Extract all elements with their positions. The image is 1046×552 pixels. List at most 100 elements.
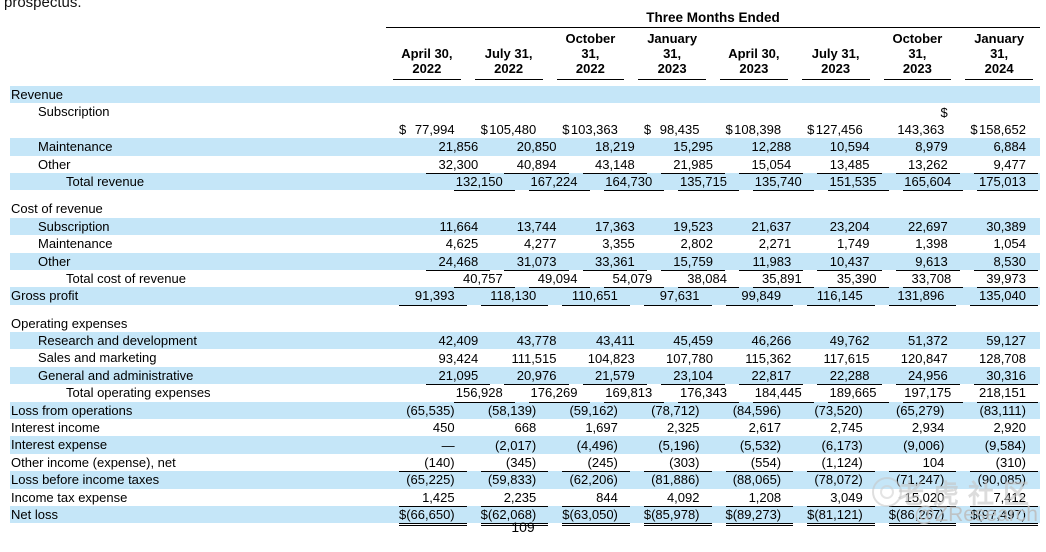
dollar-sign: $ [398, 507, 407, 523]
value-cell: 2,920 [958, 419, 1040, 436]
cell-value: (65,279) [895, 402, 945, 418]
cell-value: (89,273) [732, 507, 782, 523]
value-wrap: (5,196) [644, 436, 712, 453]
value-cell: 54,079 [592, 270, 667, 289]
value-wrap: 165,604 [902, 173, 964, 192]
value-wrap: 175,013 [977, 173, 1038, 192]
value-cell [727, 103, 805, 120]
value-wrap: (554) [725, 454, 794, 473]
table-row: Sales and marketing 93,424 111,515 104,823 1… [10, 349, 1040, 366]
value-wrap: (5,532) [726, 436, 794, 453]
value-cell: 39,973 [965, 270, 1040, 289]
table-row: Net loss $ (66,650) $ (62,068) $ (63,050) $ (85,… [10, 505, 1040, 527]
value-wrap [739, 103, 803, 120]
value-cell: 43,148 [571, 156, 649, 174]
value-cell: 2,617 [714, 419, 796, 436]
value-cell: 91,393 [387, 287, 469, 306]
cell-value: (245) [587, 455, 618, 470]
value-cell: 20,976 [492, 367, 570, 386]
cell-value: (65,535) [406, 402, 455, 418]
value-cell: 51,372 [884, 332, 962, 349]
value-wrap [970, 86, 1038, 103]
cell-value: 143,363 [897, 121, 945, 137]
column-header: April 30, 2022 [386, 31, 468, 80]
value-cell: 11,983 [727, 253, 805, 271]
value-cell: 7,412 [958, 489, 1040, 507]
value-cell: 17,363 [571, 218, 649, 235]
cell-value: 18,219 [594, 139, 635, 155]
cell-value: 91,393 [414, 288, 455, 304]
value-wrap: 18,219 [583, 138, 647, 155]
value-wrap: 15,759 [660, 253, 725, 271]
value-wrap: (9,584) [970, 436, 1038, 453]
financial-table: Three Months Ended April 30, 2022 July 31… [10, 10, 1040, 527]
header-label-spacer [10, 10, 386, 80]
table-row: Maintenance 4,625 4,277 3,355 2,802 2,271 1,74… [10, 235, 1040, 252]
cell-value: 1,697 [585, 420, 618, 436]
value-wrap: 23,204 [817, 218, 881, 235]
value-cell: $ (66,650) [387, 506, 469, 527]
column-underline [801, 79, 870, 80]
value-wrap: 21,856 [426, 138, 490, 155]
value-cell [795, 315, 877, 332]
value-wrap [562, 86, 630, 103]
value-cell: 12,288 [727, 138, 805, 155]
dollar-sign: $ [562, 121, 570, 137]
row-label: Income tax expense [11, 489, 128, 505]
cell-value: (81,121) [814, 507, 863, 523]
cell-value: (310) [995, 455, 1026, 470]
value-wrap: 59,127 [974, 332, 1038, 349]
value-wrap: (2,017) [481, 436, 549, 453]
value-wrap [583, 103, 647, 120]
cell-value: 165,604 [904, 174, 952, 190]
cell-value: 1,208 [748, 489, 782, 505]
cell-value: (345) [505, 455, 537, 470]
value-cell [805, 103, 883, 120]
value-wrap: (83,111) [970, 402, 1038, 419]
value-wrap: (1,124) [807, 454, 875, 473]
value-wrap: 156,928 [454, 384, 515, 403]
value-wrap: (90,085) [970, 471, 1038, 488]
column-underline [720, 79, 788, 80]
cell-value: 17,363 [594, 218, 635, 234]
value-wrap: (81,886) [644, 471, 712, 488]
value-cell: 15,295 [649, 138, 727, 155]
value-wrap: 35,891 [753, 270, 814, 289]
row-label: Other [38, 156, 71, 172]
value-wrap: $ (86,267) [889, 506, 957, 527]
value-wrap: 23,104 [660, 367, 725, 386]
value-wrap [726, 200, 794, 217]
dollar-sign: $ [725, 507, 733, 523]
value-wrap: $ (81,121) [807, 506, 875, 527]
cell-value: (90,085) [977, 472, 1026, 488]
dollar-sign: $ [807, 121, 815, 137]
value-wrap: $ [896, 103, 960, 120]
cell-value: 23,104 [673, 368, 713, 384]
cell-value: 43,411 [595, 333, 635, 349]
value-wrap [807, 86, 875, 103]
table-row: Operating expenses [10, 315, 1040, 332]
value-wrap: (88,065) [726, 471, 794, 488]
value-cell: 2,802 [649, 235, 727, 252]
value-cell: 176,269 [517, 384, 592, 403]
cell-value: 35,390 [836, 271, 877, 287]
cell-value: 30,389 [986, 218, 1026, 234]
cell-value: 20,850 [516, 139, 557, 155]
value-cell: (65,225) [387, 471, 469, 488]
value-wrap: 218,151 [977, 384, 1038, 403]
column-header-text: April 30, 2022 [401, 46, 453, 76]
column-underline [393, 79, 461, 80]
value-wrap [504, 103, 568, 120]
cell-value: (554) [750, 455, 782, 470]
value-cell: 143,363 [877, 121, 959, 138]
value-wrap: 32,300 [426, 156, 491, 174]
value-wrap: 4,625 [426, 235, 490, 252]
cell-value: 135,740 [754, 174, 802, 190]
cell-value: 10,437 [829, 253, 870, 269]
value-wrap: — [399, 436, 467, 453]
value-cell: 13,485 [805, 156, 883, 174]
table-row: Other 24,468 31,073 33,361 15,759 11,983 10,43… [10, 252, 1040, 271]
value-cell: 184,445 [741, 384, 816, 403]
value-wrap [807, 315, 875, 332]
value-cell: (5,532) [714, 436, 796, 453]
